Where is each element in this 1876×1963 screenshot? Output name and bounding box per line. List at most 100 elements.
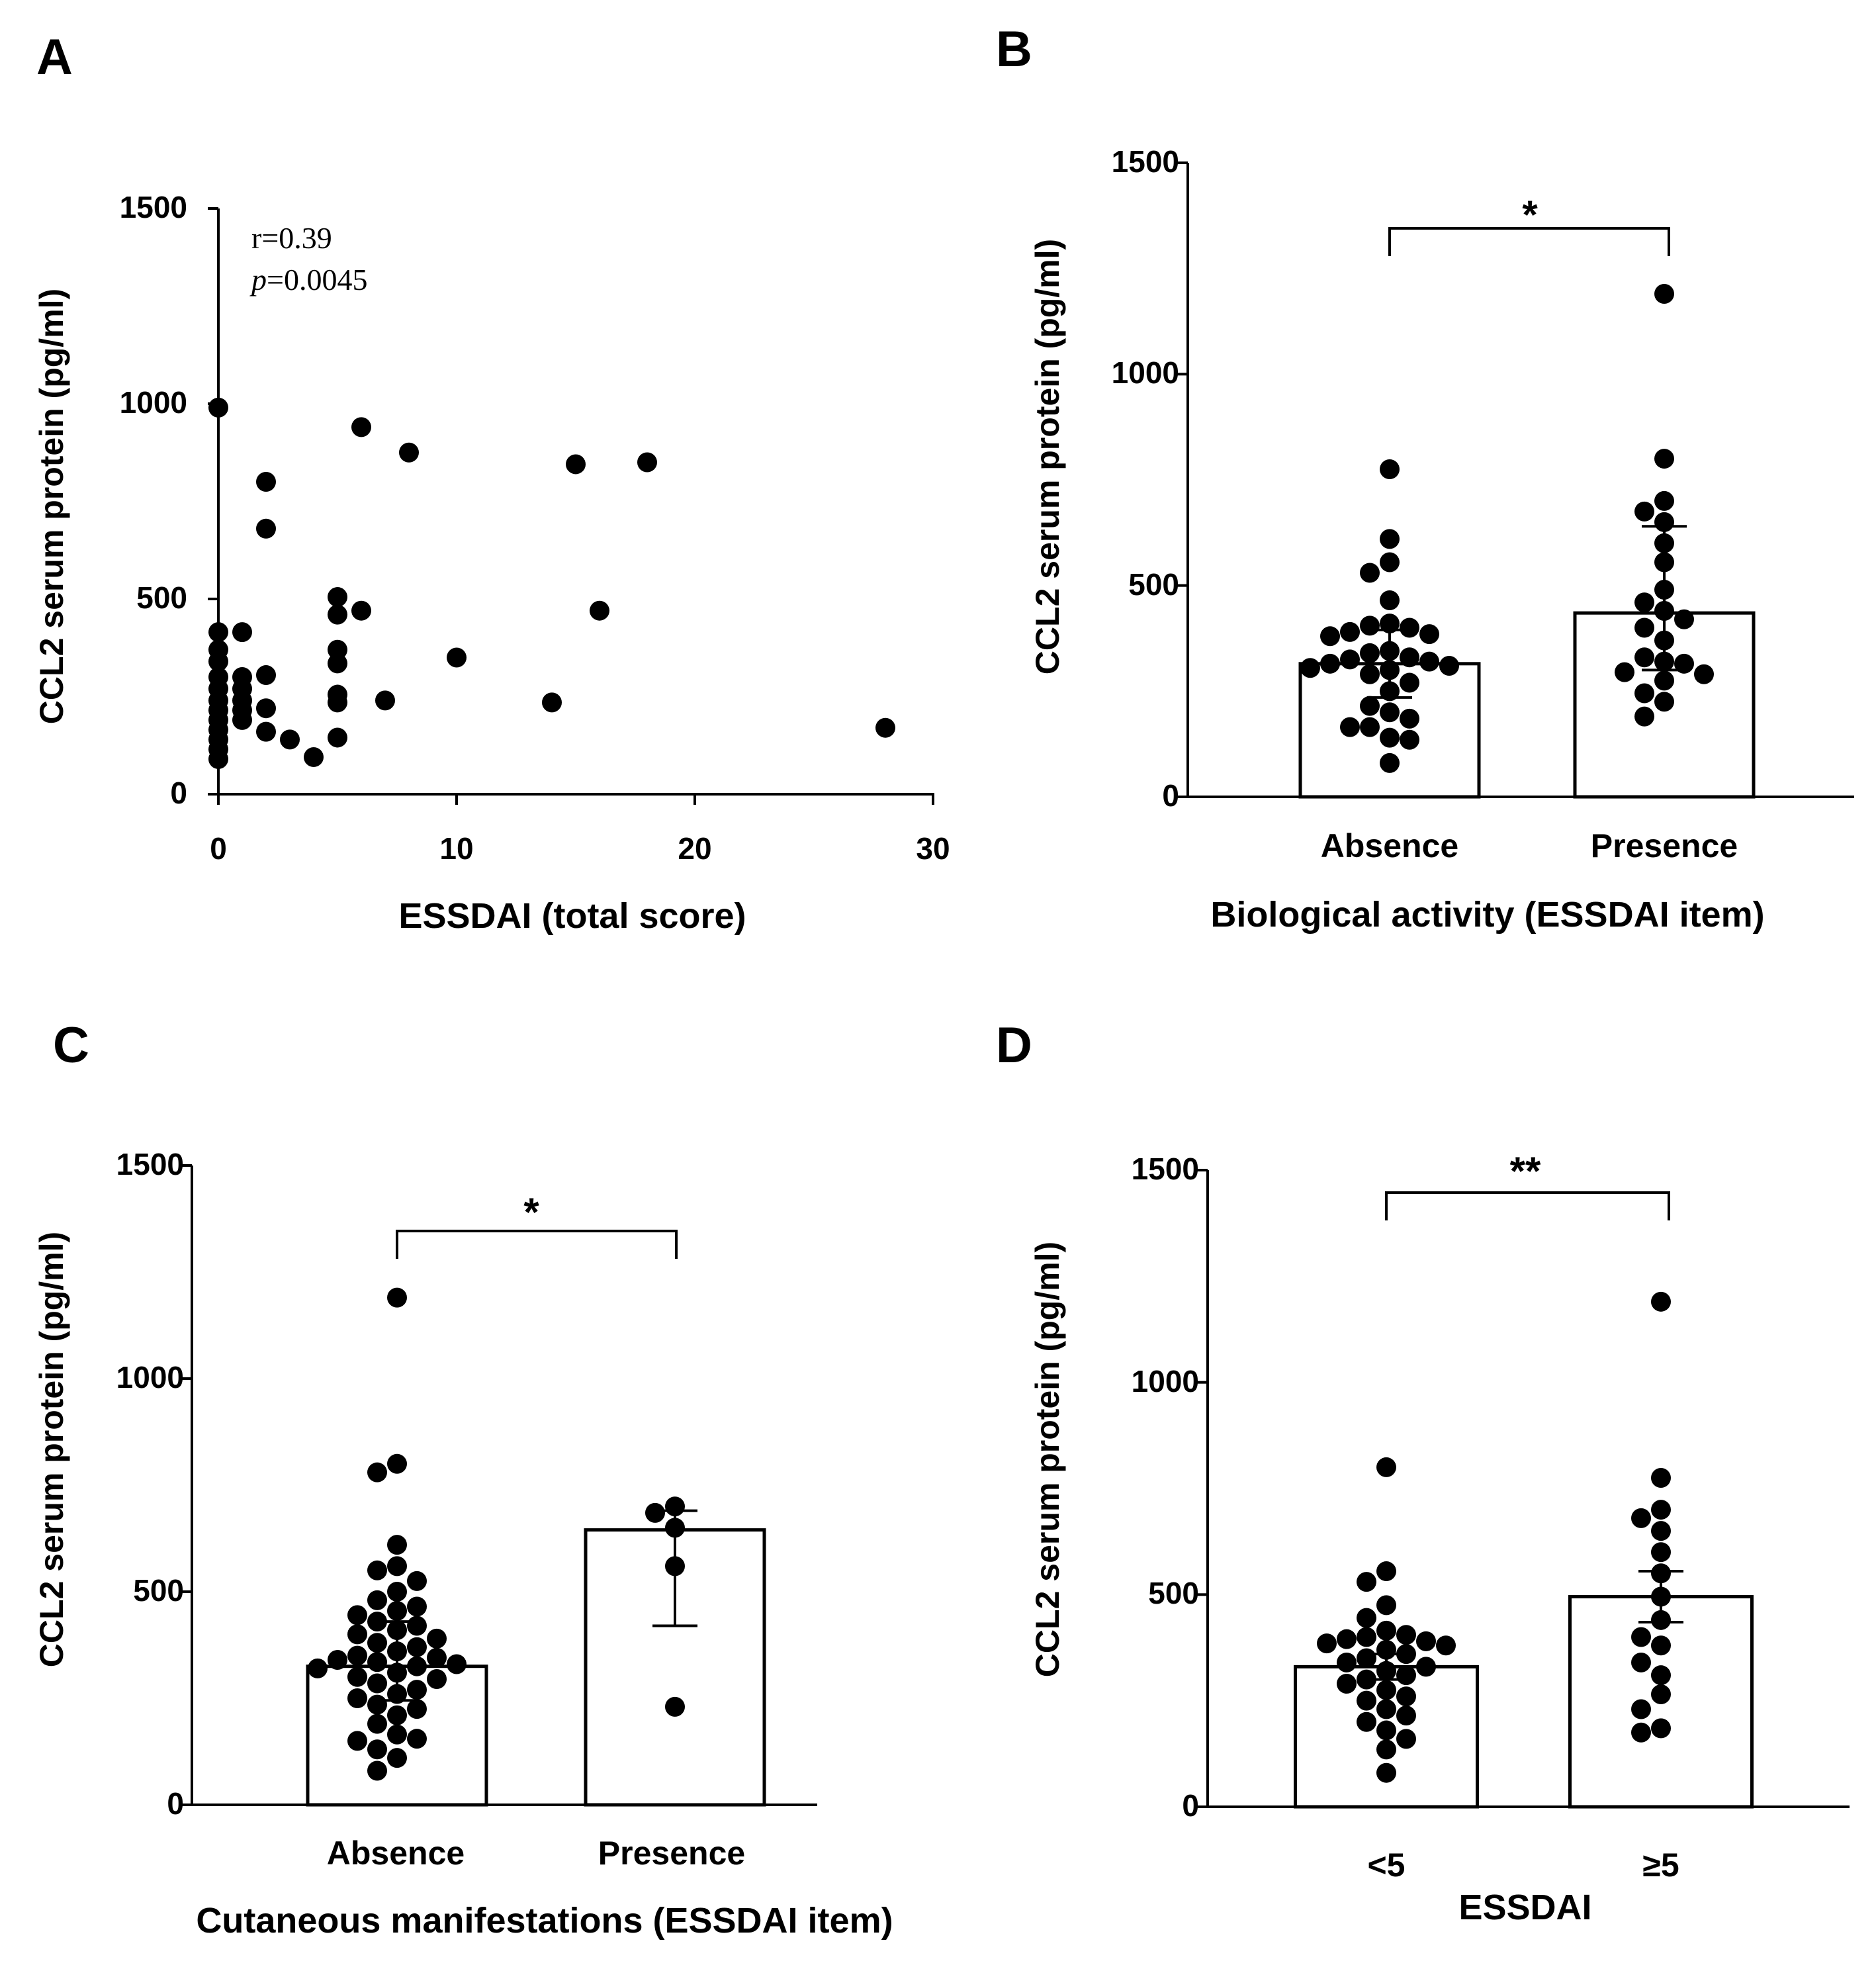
panel-a-ytick-1500: 1500	[120, 190, 187, 224]
panel-a-point	[208, 651, 228, 672]
panel-d-ytick-1500: 1500	[1132, 1152, 1199, 1186]
panel-d-point-group1	[1337, 1652, 1357, 1672]
panel-a-point	[256, 665, 276, 686]
panel-b-xlabel: Biological activity (ESSDAI item)	[1210, 895, 1764, 935]
panel-c-point-group1	[347, 1666, 367, 1687]
panel-b-point-group1	[1419, 624, 1439, 645]
panel-b-point-group2	[1674, 653, 1694, 674]
panel-c-point-group1	[367, 1673, 387, 1694]
panel-d-point-group1	[1357, 1712, 1376, 1732]
panel-a-point	[328, 692, 347, 713]
panel-c-point-group1	[427, 1647, 447, 1668]
panel-c-point-group1	[347, 1645, 367, 1666]
panel-a-point	[328, 604, 347, 625]
plot-layer	[181, 161, 1854, 1809]
panel-a-point	[351, 600, 371, 621]
panel-a-ytick-0: 0	[170, 776, 187, 810]
panel-d-point-group2	[1651, 1542, 1671, 1563]
panel-b-point-group1	[1340, 621, 1360, 642]
panel-a-ytick-1000: 1000	[120, 385, 187, 420]
panel-c-point-group1	[387, 1724, 407, 1745]
panel-c-point-group1	[407, 1656, 427, 1676]
panel-a-xtick-0: 0	[210, 831, 227, 866]
panel-d-point-group1	[1376, 1457, 1396, 1477]
panel-d-point-group1	[1376, 1720, 1396, 1741]
panel-c-point-group1	[427, 1669, 447, 1690]
panel-c-point-group1	[347, 1731, 367, 1751]
panel-c-ylabel: CCL2 serum protein (pg/ml)	[33, 1232, 70, 1667]
panel-c-point-group1	[407, 1680, 427, 1700]
panel-a-xtick-30: 30	[916, 831, 950, 866]
panel-a-point	[637, 452, 657, 473]
panel-c-ytick-1000: 1000	[116, 1360, 184, 1394]
panel-c-point-group1	[387, 1582, 407, 1602]
panel-c-point-group1	[367, 1590, 387, 1610]
panel-d-point-group1	[1376, 1561, 1396, 1582]
panel-b-category-presence: Presence	[1591, 827, 1738, 864]
panel-b-point-group1	[1380, 590, 1400, 611]
panel-c-point-group1	[387, 1453, 407, 1474]
panel-b-point-group2	[1694, 664, 1714, 684]
panel-a-p-annotation: p=0.0045	[249, 263, 367, 297]
panel-a-point	[542, 692, 562, 713]
panel-c-point-group1	[367, 1560, 387, 1580]
panel-a-p-value: =0.0045	[267, 263, 367, 297]
panel-a-ylabel: CCL2 serum protein (pg/ml)	[33, 289, 70, 724]
panel-c-point-group1	[407, 1571, 427, 1591]
panel-d-point-group2	[1631, 1652, 1651, 1672]
panel-b-point-group1	[1360, 616, 1380, 636]
panel-d-category-ge5: ≥5	[1642, 1847, 1679, 1884]
panel-c-point-group1	[387, 1535, 407, 1555]
panel-d-point-group2	[1631, 1627, 1651, 1647]
panel-a-point	[328, 639, 347, 660]
panel-c-point-group1	[367, 1760, 387, 1781]
panel-b-point-group2	[1615, 662, 1634, 682]
panel-d-category-lt5: <5	[1367, 1847, 1405, 1884]
panel-c-point-group1	[367, 1652, 387, 1672]
panel-b-point-group1	[1340, 717, 1360, 737]
panel-c-point-group2	[665, 1696, 685, 1717]
panel-b-point-group2	[1634, 617, 1654, 638]
panel-a-point	[232, 622, 252, 643]
panel-b-point-group1	[1360, 643, 1380, 663]
panel-c-point-group1	[387, 1600, 407, 1621]
panel-c-point-group1	[328, 1650, 347, 1670]
panel-a-point	[232, 709, 252, 730]
panel-d-point-group1	[1376, 1620, 1396, 1641]
panel-a-point	[208, 749, 228, 769]
panel-b-point-group1	[1300, 658, 1320, 678]
panel-d-point-group2	[1651, 1500, 1671, 1520]
panel-d-point-group1	[1357, 1608, 1376, 1628]
panel-c-category-presence: Presence	[598, 1835, 745, 1872]
panel-b-point-group1	[1360, 563, 1380, 583]
panel-d-point-group1	[1396, 1706, 1416, 1726]
panel-b-point-group1	[1380, 702, 1400, 723]
panel-c-point-group1	[427, 1628, 447, 1649]
panel-b-point-group1	[1340, 649, 1360, 670]
panel-d-point-group1	[1396, 1625, 1416, 1645]
panel-b-point-group1	[1400, 672, 1419, 693]
panel-c-point-group1	[387, 1287, 407, 1308]
panel-b-point-group2	[1654, 449, 1674, 469]
panel-a-p-symbol: p	[249, 263, 267, 297]
panel-d-point-group2	[1651, 1521, 1671, 1541]
panel-a-point	[351, 417, 371, 437]
panel-a-xlabel: ESSDAI (total score)	[398, 896, 746, 936]
panel-b-point-group1	[1380, 459, 1400, 480]
panel-c-xlabel: Cutaneous manifestations (ESSDAI item)	[196, 1901, 893, 1940]
panel-b-point-group1	[1380, 614, 1400, 634]
panel-a-point	[208, 622, 228, 643]
panel-b-point-group2	[1634, 706, 1654, 727]
panel-b-point-group2	[1654, 692, 1674, 712]
panel-d-point-group2	[1631, 1699, 1651, 1719]
panel-b-point-group1	[1360, 717, 1380, 737]
text-layer: A B C D CCL2 serum protein (pg/ml) ESSDA…	[33, 21, 1765, 1940]
panel-label-c: C	[53, 1017, 89, 1073]
panel-b-point-group2	[1654, 283, 1674, 304]
panel-a-point	[375, 690, 395, 711]
panel-b-point-group2	[1654, 490, 1674, 511]
panel-d-point-group1	[1357, 1627, 1376, 1647]
panel-a-point	[256, 472, 276, 492]
panel-b-point-group1	[1419, 651, 1439, 672]
